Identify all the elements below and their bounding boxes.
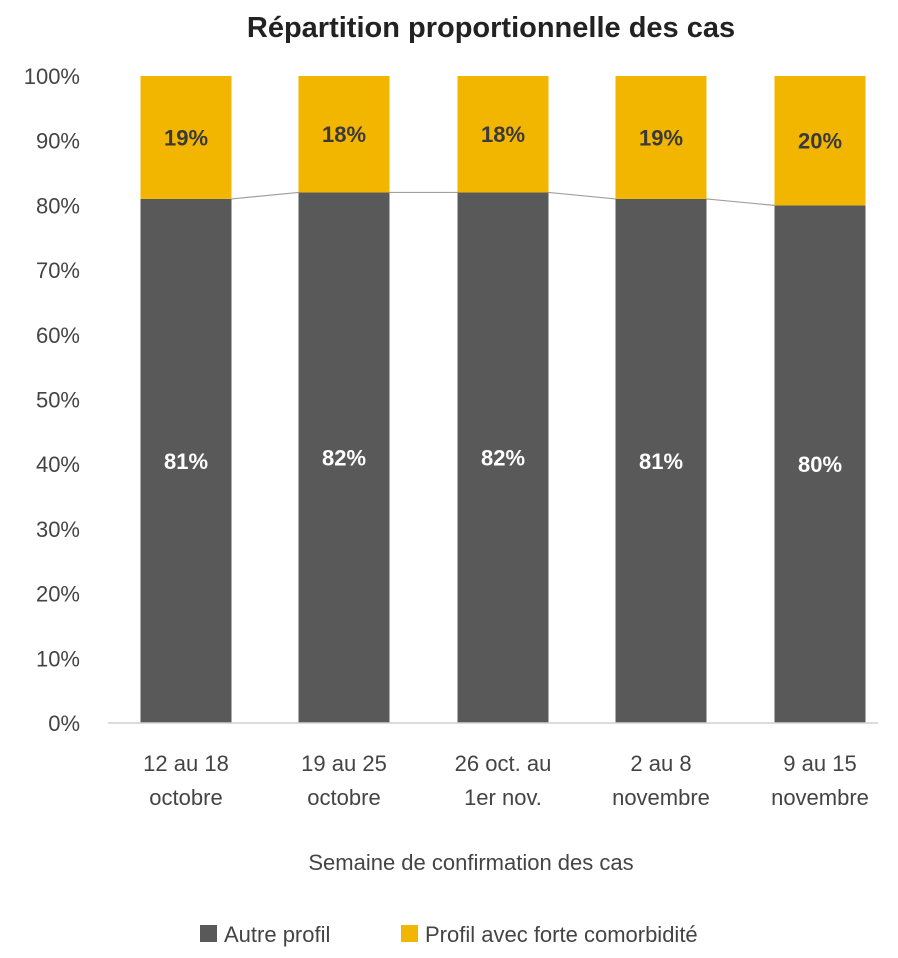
bar-segment: [298, 76, 390, 193]
bars: 81% 19% 82% 18% 82% 18% 81% 19% 80% 20%: [140, 76, 866, 723]
x-tick-label: 19 au 25: [301, 751, 387, 776]
bar-segment: [615, 198, 707, 723]
data-label: 19%: [164, 125, 208, 150]
series-line: [231, 191, 299, 200]
data-label: 82%: [481, 446, 525, 471]
bar-segment: [457, 76, 549, 193]
bar-segment: [298, 192, 390, 723]
x-tick-label: 1er nov.: [464, 785, 542, 810]
x-tick-label: octobre: [307, 785, 380, 810]
x-tick-label: 12 au 18: [143, 751, 229, 776]
chart-title: Répartition proportionnelle des cas: [247, 12, 735, 44]
x-axis: 12 au 18 octobre 19 au 25 octobre 26 oct. au…: [143, 751, 869, 810]
y-tick-label: 100%: [24, 64, 80, 89]
series-line: [706, 198, 775, 206]
y-tick-label: 20%: [36, 582, 80, 607]
y-tick-label: 80%: [36, 193, 80, 218]
legend-label: Autre profil: [224, 922, 330, 947]
data-label: 18%: [322, 122, 366, 147]
y-tick-label: 90%: [36, 129, 80, 154]
data-label: 80%: [798, 452, 842, 477]
bar-segment: [615, 76, 707, 199]
data-label: 18%: [481, 122, 525, 147]
data-label: 81%: [639, 449, 683, 474]
data-label: 81%: [164, 449, 208, 474]
x-axis-label: Semaine de confirmation des cas: [308, 850, 633, 875]
legend-swatch: [401, 925, 418, 942]
y-tick-label: 60%: [36, 323, 80, 348]
legend-label: Profil avec forte comorbidité: [425, 922, 698, 947]
y-tick-label: 50%: [36, 388, 80, 413]
y-tick-label: 40%: [36, 452, 80, 477]
bar-segment: [140, 76, 232, 199]
y-tick-label: 10%: [36, 646, 80, 671]
data-label: 19%: [639, 125, 683, 150]
data-label: 82%: [322, 446, 366, 471]
bar-segment: [140, 198, 232, 723]
x-tick-label: 2 au 8: [630, 751, 691, 776]
legend: Autre profil Profil avec forte comorbidit…: [200, 922, 698, 947]
y-tick-label: 0%: [48, 711, 80, 736]
x-tick-label: novembre: [612, 785, 710, 810]
y-tick-label: 30%: [36, 517, 80, 542]
bar-segment: [774, 205, 866, 723]
bar-segment: [457, 192, 549, 723]
bar-segment: [774, 76, 866, 206]
legend-swatch: [200, 925, 217, 942]
x-tick-label: octobre: [149, 785, 222, 810]
x-tick-label: 9 au 15: [783, 751, 856, 776]
y-tick-label: 70%: [36, 258, 80, 283]
series-line: [548, 191, 616, 200]
data-label: 20%: [798, 129, 842, 154]
series-lines: [231, 191, 775, 206]
y-axis: 0% 10% 20% 30% 40% 50% 60% 70% 80% 90% 100%: [24, 64, 80, 736]
x-tick-label: novembre: [771, 785, 869, 810]
x-tick-label: 26 oct. au: [455, 751, 552, 776]
